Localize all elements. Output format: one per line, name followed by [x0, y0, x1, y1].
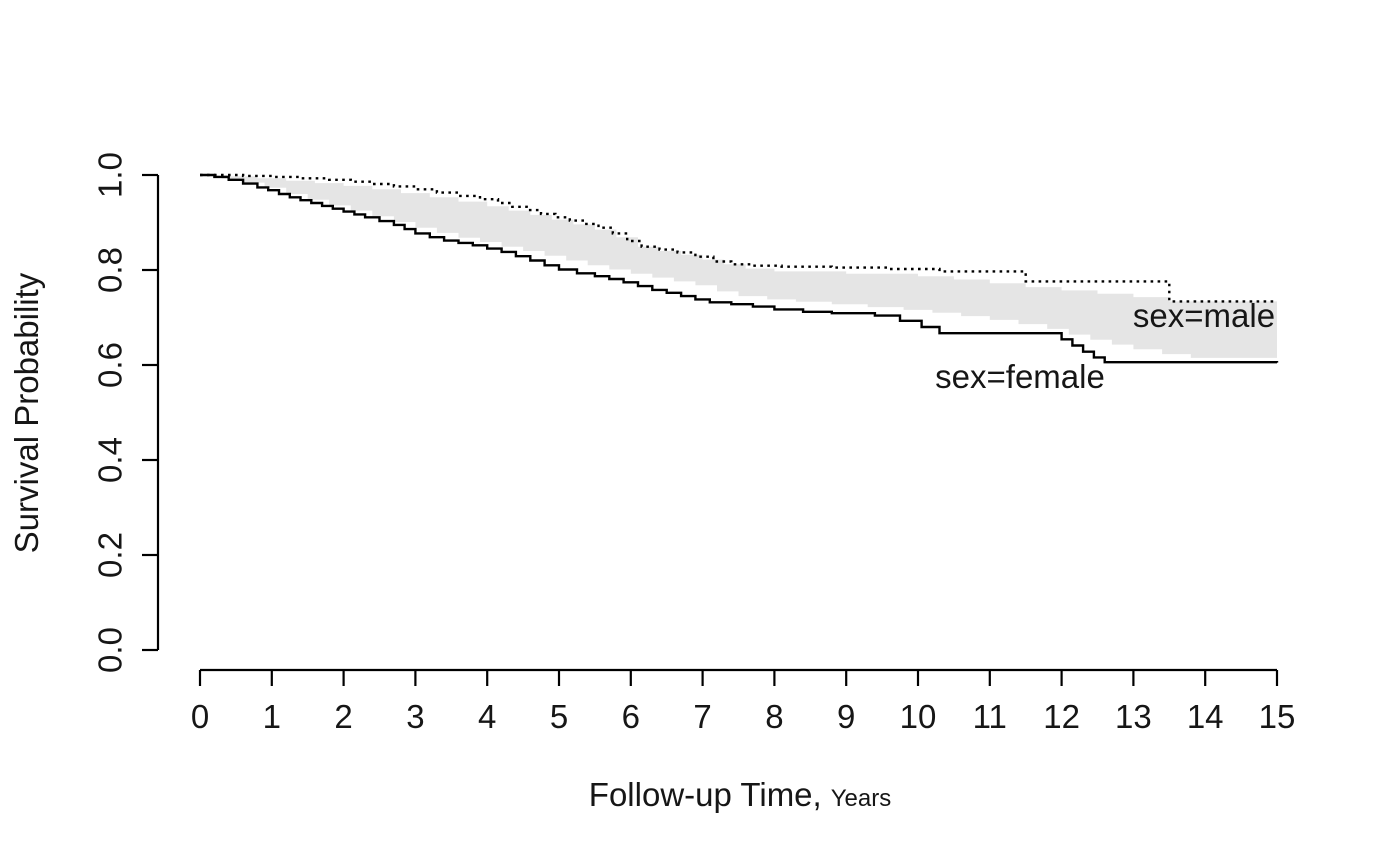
- x-tick-label: 12: [1043, 698, 1080, 735]
- y-axis-title: Survival Probability: [8, 272, 45, 553]
- x-tick-label: 8: [765, 698, 783, 735]
- x-tick-label: 1: [263, 698, 281, 735]
- x-tick-label: 2: [334, 698, 352, 735]
- male-survival-curve: [200, 173, 1277, 303]
- x-tick-label: 15: [1259, 698, 1296, 735]
- x-tick-label: 13: [1115, 698, 1152, 735]
- x-tick-label: 5: [550, 698, 568, 735]
- female-curve-label: sex=female: [935, 358, 1105, 395]
- y-tick-label: 0.2: [92, 532, 129, 578]
- x-tick-label: 10: [900, 698, 937, 735]
- y-axis-ticks: 0.0 0.2 0.4 0.6 0.8 1.0: [92, 152, 158, 673]
- y-tick-label: 1.0: [92, 152, 129, 198]
- x-axis-title-main: Follow-up Time,: [589, 776, 822, 813]
- confidence-band: [200, 175, 1277, 358]
- female-survival-curve: [200, 173, 1279, 364]
- x-axis-title-unit: Years: [831, 785, 892, 812]
- x-tick-label: 14: [1187, 698, 1224, 735]
- x-tick-label: 0: [191, 698, 209, 735]
- y-tick-label: 0.0: [92, 627, 129, 673]
- x-axis-ticks: 0 1 2 3 4 5 6 7 8 9 10 11 12 13 14 15: [191, 670, 1296, 735]
- x-tick-label: 3: [406, 698, 424, 735]
- x-tick-label: 4: [478, 698, 496, 735]
- male-curve-label: sex=male: [1133, 297, 1275, 334]
- y-tick-label: 0.6: [92, 342, 129, 388]
- y-tick-label: 0.8: [92, 247, 129, 293]
- y-tick-label: 0.4: [92, 437, 129, 483]
- x-tick-label: 9: [837, 698, 855, 735]
- x-axis-title: Follow-up Time, Years: [589, 776, 891, 813]
- x-tick-label: 7: [693, 698, 711, 735]
- x-tick-label: 11: [973, 698, 1007, 735]
- x-tick-label: 6: [622, 698, 640, 735]
